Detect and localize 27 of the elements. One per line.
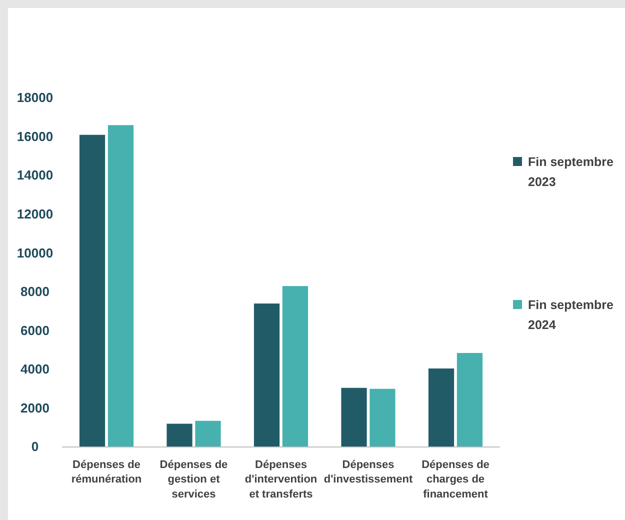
bar	[456, 352, 483, 447]
x-tick-label: Dépenses d'intervention et transferts	[244, 458, 318, 501]
bar	[108, 125, 134, 447]
x-tick-label: Dépenses de charges de financement	[422, 458, 490, 501]
y-tick-label: 0	[31, 439, 39, 454]
y-tick-label: 2000	[20, 400, 50, 416]
legend-label: Fin septembre 2023	[528, 155, 614, 189]
bar	[79, 134, 106, 447]
y-tick-label: 16000	[16, 128, 54, 144]
y-tick-label: 12000	[16, 206, 54, 222]
y-tick-label: 18000	[16, 90, 54, 106]
bar	[166, 424, 192, 447]
bar	[195, 420, 221, 447]
bar	[282, 286, 308, 447]
x-tick-label: Dépenses d'investissement	[324, 458, 413, 486]
y-tick-label: 14000	[16, 168, 54, 183]
legend-label: Fin septembre 2024	[528, 298, 614, 332]
x-tick-label: Dépenses de rémunération	[71, 458, 142, 486]
y-tick-label: 6000	[20, 322, 50, 338]
y-tick-label: 10000	[16, 245, 54, 260]
bar	[370, 388, 396, 447]
y-tick-label: 4000	[20, 362, 50, 377]
bar	[428, 368, 454, 447]
x-tick-label: Dépenses de gestion et services	[160, 458, 228, 501]
bar	[341, 388, 367, 447]
bar	[254, 304, 280, 447]
y-tick-label: 8000	[20, 284, 50, 300]
